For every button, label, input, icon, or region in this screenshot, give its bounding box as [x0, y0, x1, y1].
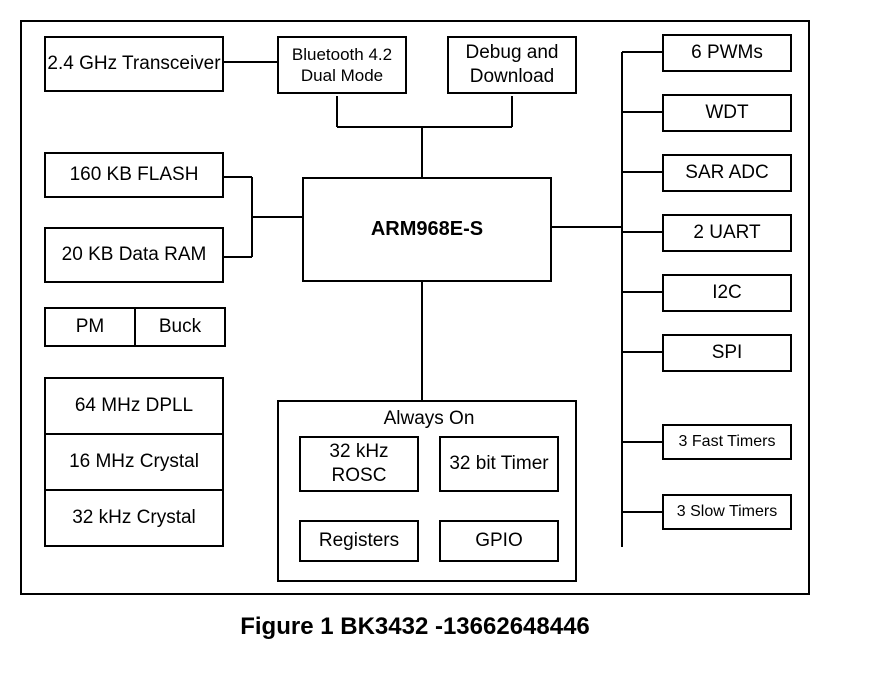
block-pm-buck: PM Buck: [44, 307, 224, 347]
block-label: Debug and Download: [449, 41, 575, 89]
block-fast-timers: 3 Fast Timers: [662, 424, 792, 460]
block-registers: Registers: [299, 520, 419, 562]
block-debug: Debug and Download: [447, 36, 577, 94]
block-label: 160 KB FLASH: [70, 163, 199, 187]
block-label: ARM968E-S: [371, 217, 483, 242]
always-on-title: Always On: [279, 408, 579, 430]
block-label: 2.4 GHz Transceiver: [47, 52, 220, 76]
block-label: Buck: [159, 315, 201, 339]
block-pwm: 6 PWMs: [662, 34, 792, 72]
block-label: 16 MHz Crystal: [69, 450, 199, 474]
block-flash: 160 KB FLASH: [44, 152, 224, 198]
block-buck: Buck: [134, 307, 226, 347]
block-label: Bluetooth 4.2 Dual Mode: [279, 44, 405, 87]
block-label: I2C: [712, 281, 742, 305]
block-label: PM: [76, 315, 105, 339]
figure-caption: Figure 1 BK3432 -13662648446: [20, 613, 810, 641]
block-xtal32: 32 kHz Crystal: [44, 489, 224, 547]
block-transceiver: 2.4 GHz Transceiver: [44, 36, 224, 92]
block-adc: SAR ADC: [662, 154, 792, 192]
block-label: 32 bit Timer: [449, 452, 548, 476]
block-label: 6 PWMs: [691, 41, 763, 65]
block-label: GPIO: [475, 529, 523, 553]
block-uart: 2 UART: [662, 214, 792, 252]
block-label: 32 kHz Crystal: [72, 506, 196, 530]
block-slow-timers: 3 Slow Timers: [662, 494, 792, 530]
block-label: 3 Slow Timers: [677, 502, 777, 522]
block-wdt: WDT: [662, 94, 792, 132]
block-gpio: GPIO: [439, 520, 559, 562]
block-xtal16: 16 MHz Crystal: [44, 433, 224, 491]
block-label: 2 UART: [693, 221, 760, 245]
block-label: 3 Fast Timers: [679, 432, 776, 452]
block-label: 32 kHz ROSC: [301, 440, 417, 488]
block-32bit-timer: 32 bit Timer: [439, 436, 559, 492]
block-label: Registers: [319, 529, 399, 553]
block-spi: SPI: [662, 334, 792, 372]
block-label: SPI: [712, 341, 743, 365]
block-label: SAR ADC: [685, 161, 768, 185]
block-label: WDT: [705, 101, 748, 125]
block-rosc: 32 kHz ROSC: [299, 436, 419, 492]
block-label: 64 MHz DPLL: [75, 394, 193, 418]
block-label: 20 KB Data RAM: [62, 243, 207, 267]
block-cpu: ARM968E-S: [302, 177, 552, 282]
block-always-on: Always On 32 kHz ROSC 32 bit Timer Regis…: [277, 400, 577, 582]
block-i2c: I2C: [662, 274, 792, 312]
block-dpll: 64 MHz DPLL: [44, 377, 224, 435]
block-bluetooth: Bluetooth 4.2 Dual Mode: [277, 36, 407, 94]
diagram-frame: 2.4 GHz Transceiver 160 KB FLASH 20 KB D…: [20, 20, 810, 595]
block-ram: 20 KB Data RAM: [44, 227, 224, 283]
block-pm: PM: [44, 307, 136, 347]
